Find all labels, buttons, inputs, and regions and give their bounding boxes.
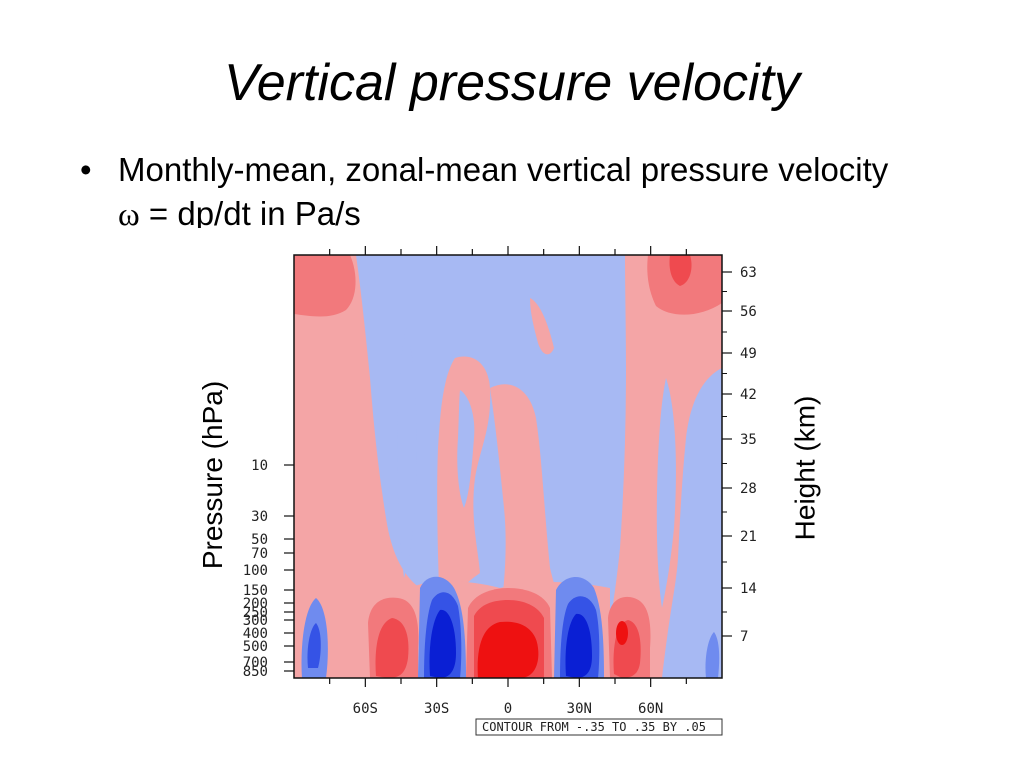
y-tick-label-left: 30 [251, 509, 268, 525]
y-tick-label-left: 850 [243, 664, 268, 680]
axis-ticks: 60S 30S 0 30N 60N103050701001502002503004005… [243, 246, 757, 717]
contour-region [397, 328, 417, 578]
x-tick-label: 0 [504, 701, 512, 717]
y-tick-label-right: 35 [740, 432, 757, 448]
contour-note-box: CONTOUR FROM -.35 TO .35 BY .05 [475, 718, 723, 736]
contour-region [294, 255, 420, 678]
omega-symbol: ω [118, 197, 140, 233]
contour-region [490, 384, 570, 618]
y-tick-label-left: 400 [243, 626, 268, 642]
y-tick-label-left: 250 [243, 605, 268, 621]
y-tick-label-right: 14 [740, 581, 757, 597]
y-tick-label-left: 200 [243, 596, 268, 612]
slide-title: Vertical pressure velocity [223, 54, 801, 112]
y-tick-label-left: 70 [251, 546, 268, 562]
y-tick-label-left: 700 [243, 655, 268, 671]
contour-region [565, 613, 592, 678]
y-tick-label-right: 56 [740, 304, 757, 320]
contour-note: CONTOUR FROM -.35 TO .35 BY .05 [482, 720, 706, 734]
y-tick-label-left: 10 [251, 458, 268, 474]
x-tick-label: 60N [638, 701, 663, 717]
y-axis-label-left: Pressure (hPa) [190, 350, 236, 600]
contour-region [616, 621, 628, 645]
y-tick-label-right: 7 [740, 629, 748, 645]
contour-region [375, 618, 409, 678]
contour-region [530, 298, 554, 355]
contour-field [294, 255, 722, 678]
contour-region [656, 378, 676, 608]
bullet-dot: • [80, 151, 92, 188]
contour-region [294, 255, 356, 317]
contour-region [477, 621, 539, 678]
y-tick-label-left: 500 [243, 639, 268, 655]
y-tick-label-right: 42 [740, 387, 757, 403]
contour-region [429, 609, 456, 678]
bullet-text-suffix: = dp/dt in Pa/s [139, 195, 361, 232]
bullet-text-prefix: Monthly-mean, zonal-mean vertical pressu… [118, 151, 889, 188]
contour-region [647, 255, 722, 315]
y-tick-label-left: 100 [243, 563, 268, 579]
y-tick-label-left: 50 [251, 532, 268, 548]
y-tick-label-right: 49 [740, 346, 757, 362]
y-axis-label-right: Height (km) [782, 375, 828, 561]
chart-svg: 60S 30S 0 30N 60N103050701001502002503004005… [243, 246, 757, 736]
contour-region [457, 390, 475, 508]
contour-shapes [294, 255, 722, 678]
y-tick-label-right: 63 [740, 265, 757, 281]
x-tick-label: 30S [424, 701, 449, 717]
chart-figure: 60S 30S 0 30N 60N 10 30 50 70 100 150 200 250 300 400 5… [170, 228, 838, 740]
bullet-text: Monthly-mean, zonal-mean vertical pressu… [118, 148, 918, 237]
y-axis-label-left-text: Pressure (hPa) [197, 380, 229, 570]
y-tick-label-left: 300 [243, 613, 268, 629]
y-axis-label-right-text: Height (km) [789, 395, 821, 541]
y-tick-label-right: 28 [740, 481, 757, 497]
x-tick-label: 30N [567, 701, 592, 717]
contour-region [705, 632, 720, 678]
y-tick-label-right: 21 [740, 529, 757, 545]
x-tick-label: 60S [353, 701, 378, 717]
y-tick-label-left: 150 [243, 583, 268, 599]
contour-region [307, 623, 321, 668]
contour-region [669, 255, 692, 286]
